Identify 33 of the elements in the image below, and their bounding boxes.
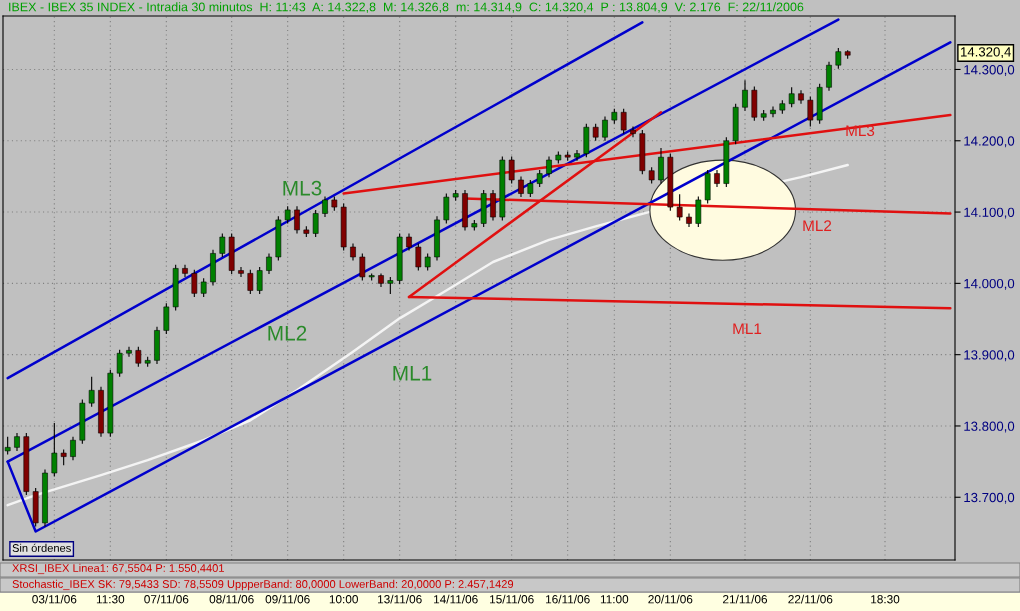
y-tick-label: 13.900,0 <box>964 350 1015 362</box>
y-tick-label: 13.800,0 <box>964 421 1015 433</box>
x-tick-label: 09/11/06 <box>265 594 310 604</box>
annotation: Sin órdenes <box>12 543 71 552</box>
x-tick-label: 21/11/06 <box>723 594 768 604</box>
y-tick-label: 14.300,0 <box>964 65 1015 76</box>
chart-title: IBEX - IBEX 35 INDEX - Intradia 30 minutos H: 11:43 A: 14.322,8 M: 14.326,8 m: 14.314,9 C: 14.320,4 P : 13.804,9 V: 2.176 F: 22/11/2006 <box>9 2 804 13</box>
x-tick-label: 03/11/06 <box>32 594 77 604</box>
x-tick-label: 22/11/06 <box>788 594 833 604</box>
annotation: ML3 <box>846 125 875 137</box>
annotation: ML3 <box>283 180 322 196</box>
text: Stochastic_IBEX SK: 79,5433 SD: 78,5509 UppperBand: 80,0000 LowerBand: 20,0000 P: 2.457,1429 <box>12 579 514 591</box>
text: XRSI_IBEX Linea1: 67,5504 P: 1.550,4401 <box>12 563 224 575</box>
y-tick-label: 13.700,0 <box>964 492 1015 504</box>
x-tick-label: 13/11/06 <box>378 594 422 604</box>
annotation: ML2 <box>803 220 832 231</box>
x-tick-label: 14/11/06 <box>434 594 478 604</box>
text: 14.320,4 <box>961 47 1011 59</box>
x-tick-label: 11:30 <box>96 595 125 604</box>
x-tick-label: 20/11/06 <box>648 594 693 604</box>
x-tick-label: 08/11/06 <box>209 594 254 604</box>
y-tick-label: 14.100,0 <box>964 207 1015 219</box>
x-tick-label: 18:30 <box>871 595 900 604</box>
x-tick-label: 10:00 <box>329 595 358 604</box>
x-tick-label: 07/11/06 <box>144 594 189 604</box>
x-tick-label: 15/11/06 <box>490 594 534 604</box>
annotation: ML2 <box>268 325 307 341</box>
y-tick-label: 14.000,0 <box>964 278 1015 290</box>
annotation: ML1 <box>733 323 762 334</box>
x-tick-label: 16/11/06 <box>546 594 590 604</box>
y-tick-label: 14.200,0 <box>964 136 1015 148</box>
x-tick-label: 11:00 <box>600 595 629 604</box>
annotation: ML1 <box>393 366 432 381</box>
